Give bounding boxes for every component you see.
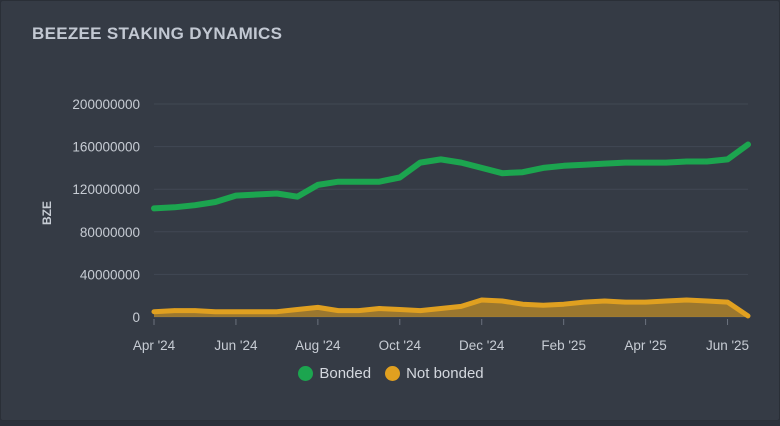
data-point-bonded[interactable] [683, 158, 690, 165]
data-point-not-bonded[interactable] [336, 308, 341, 313]
data-point-not-bonded[interactable] [377, 306, 382, 311]
data-point-not-bonded[interactable] [581, 299, 587, 305]
data-point-not-bonded[interactable] [500, 298, 505, 304]
data-point-bonded[interactable] [642, 159, 649, 166]
data-point-bonded[interactable] [438, 156, 444, 162]
data-point-bonded[interactable] [745, 141, 751, 148]
y-tick-label: 0 [132, 310, 140, 325]
data-point-bonded[interactable] [376, 179, 382, 185]
chart-title: BEEZEE STAKING DYNAMICS [32, 24, 283, 43]
data-point-bonded[interactable] [417, 159, 423, 166]
data-point-bonded[interactable] [274, 190, 280, 197]
y-axis-label: BZE [40, 201, 54, 225]
data-point-bonded[interactable] [253, 191, 260, 198]
data-point-bonded[interactable] [479, 165, 485, 171]
x-tick-label: Jun '25 [706, 338, 749, 353]
data-point-not-bonded[interactable] [520, 302, 525, 307]
data-point-not-bonded[interactable] [622, 299, 628, 305]
data-point-not-bonded[interactable] [663, 298, 669, 304]
data-point-not-bonded[interactable] [684, 297, 689, 303]
data-point-not-bonded[interactable] [274, 309, 280, 314]
data-point-not-bonded[interactable] [397, 307, 402, 312]
data-point-bonded[interactable] [294, 194, 300, 200]
data-point-bonded[interactable] [663, 159, 669, 166]
data-point-not-bonded[interactable] [561, 302, 566, 307]
data-point-not-bonded[interactable] [151, 309, 157, 314]
y-tick-label: 160000000 [72, 140, 140, 155]
chart-legend: Bonded Not bonded [1, 365, 780, 382]
data-point-not-bonded[interactable] [438, 306, 443, 311]
data-point-bonded[interactable] [499, 170, 505, 176]
data-point-bonded[interactable] [397, 174, 403, 181]
data-point-bonded[interactable] [520, 169, 526, 175]
legend-dot-not-bonded-icon [385, 366, 401, 381]
data-point-bonded[interactable] [233, 192, 239, 199]
data-point-bonded[interactable] [704, 158, 710, 165]
y-tick-label: 80000000 [80, 225, 140, 240]
x-tick-label: Jun '24 [214, 338, 258, 353]
data-point-bonded[interactable] [151, 205, 157, 211]
data-point-bonded[interactable] [171, 204, 178, 210]
data-point-bonded[interactable] [622, 159, 628, 166]
y-tick-label: 200000000 [72, 97, 140, 112]
data-point-not-bonded[interactable] [643, 299, 648, 305]
data-point-bonded[interactable] [458, 159, 464, 166]
series-line-not-bonded[interactable] [151, 297, 751, 319]
data-point-not-bonded[interactable] [356, 308, 362, 313]
legend-label-not-bonded: Not bonded [406, 365, 484, 382]
data-point-bonded[interactable] [356, 179, 362, 185]
data-point-not-bonded[interactable] [315, 305, 321, 310]
x-tick-label: Aug '24 [295, 338, 341, 353]
data-point-bonded[interactable] [335, 179, 341, 185]
data-point-bonded[interactable] [315, 182, 321, 188]
x-tick-label: Dec '24 [459, 338, 505, 353]
x-tick-label: Feb '25 [541, 338, 586, 353]
data-point-not-bonded[interactable] [459, 304, 464, 309]
data-point-not-bonded[interactable] [172, 308, 177, 313]
data-point-not-bonded[interactable] [213, 309, 218, 314]
data-point-not-bonded[interactable] [540, 303, 546, 308]
x-tick-label: Apr '25 [624, 338, 666, 353]
data-point-not-bonded[interactable] [295, 307, 300, 312]
data-point-not-bonded[interactable] [192, 308, 198, 313]
data-point-not-bonded[interactable] [418, 308, 423, 313]
data-point-not-bonded[interactable] [479, 297, 484, 303]
data-point-not-bonded[interactable] [745, 313, 751, 319]
x-tick-label: Apr '24 [133, 338, 176, 353]
data-point-not-bonded[interactable] [233, 309, 239, 314]
data-point-not-bonded[interactable] [254, 309, 259, 314]
data-point-bonded[interactable] [724, 156, 731, 162]
data-point-bonded[interactable] [602, 161, 608, 167]
legend-item-not-bonded[interactable]: Not bonded [385, 365, 484, 382]
legend-dot-bonded-icon [298, 366, 314, 381]
data-point-not-bonded[interactable] [602, 298, 607, 304]
legend-item-bonded[interactable]: Bonded [298, 365, 371, 382]
y-tick-label: 40000000 [80, 267, 140, 282]
data-point-bonded[interactable] [192, 202, 198, 208]
series-line-bonded[interactable] [151, 141, 751, 212]
legend-label-bonded: Bonded [319, 365, 372, 382]
y-tick-label: 120000000 [72, 182, 140, 197]
x-tick-label: Oct '24 [379, 338, 422, 353]
data-point-bonded[interactable] [212, 199, 219, 205]
data-point-not-bonded[interactable] [704, 298, 710, 304]
data-point-not-bonded[interactable] [725, 299, 730, 305]
data-point-bonded[interactable] [581, 162, 587, 168]
data-point-bonded[interactable] [540, 165, 546, 171]
data-point-bonded[interactable] [561, 163, 567, 169]
